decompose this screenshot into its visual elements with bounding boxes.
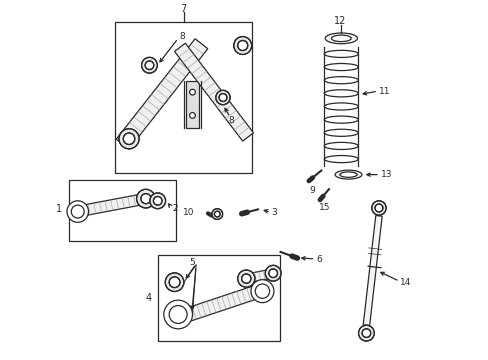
Circle shape — [241, 274, 250, 283]
Circle shape — [67, 201, 88, 222]
Circle shape — [142, 57, 157, 73]
Ellipse shape — [339, 172, 356, 177]
Circle shape — [237, 41, 247, 50]
Polygon shape — [77, 193, 146, 217]
Circle shape — [219, 94, 226, 102]
Text: 5: 5 — [188, 258, 194, 267]
Circle shape — [163, 300, 192, 329]
Circle shape — [149, 193, 165, 209]
Text: 2: 2 — [172, 204, 178, 213]
Text: 14: 14 — [400, 278, 411, 287]
Circle shape — [123, 133, 135, 144]
Bar — [158, 255, 280, 341]
Ellipse shape — [325, 33, 357, 44]
Circle shape — [136, 189, 155, 208]
Text: 12: 12 — [333, 16, 346, 26]
Circle shape — [189, 113, 195, 118]
Polygon shape — [116, 39, 207, 149]
Text: 15: 15 — [318, 203, 329, 212]
Circle shape — [165, 273, 183, 292]
Polygon shape — [174, 43, 253, 141]
Circle shape — [371, 201, 386, 215]
Text: 3: 3 — [271, 208, 277, 217]
Circle shape — [237, 270, 254, 287]
Circle shape — [71, 205, 84, 218]
Circle shape — [145, 61, 153, 69]
Text: 1: 1 — [56, 204, 62, 214]
Circle shape — [265, 265, 281, 281]
Text: 8: 8 — [227, 116, 233, 125]
Text: 13: 13 — [380, 170, 392, 179]
Bar — [185, 81, 199, 128]
Circle shape — [362, 329, 370, 337]
Text: 10: 10 — [183, 208, 194, 217]
Circle shape — [169, 306, 187, 323]
Circle shape — [119, 129, 139, 149]
Circle shape — [374, 204, 382, 212]
Circle shape — [141, 194, 151, 204]
Text: 9: 9 — [309, 185, 315, 194]
Circle shape — [255, 284, 269, 298]
Text: 11: 11 — [378, 87, 390, 96]
Circle shape — [189, 89, 195, 95]
Circle shape — [153, 197, 162, 205]
Text: 8: 8 — [179, 32, 184, 41]
Ellipse shape — [334, 170, 361, 179]
Polygon shape — [363, 216, 382, 325]
Ellipse shape — [331, 35, 350, 41]
Bar — [115, 22, 251, 173]
Polygon shape — [245, 269, 273, 283]
Circle shape — [215, 90, 230, 105]
Circle shape — [214, 211, 220, 217]
Circle shape — [268, 269, 277, 278]
Text: 4: 4 — [145, 293, 152, 303]
Circle shape — [358, 325, 373, 341]
Circle shape — [233, 37, 251, 54]
Bar — [69, 180, 176, 241]
Circle shape — [250, 280, 273, 303]
Circle shape — [169, 277, 180, 288]
Circle shape — [211, 209, 222, 220]
Text: 7: 7 — [180, 4, 186, 14]
Text: 6: 6 — [316, 255, 321, 264]
Polygon shape — [186, 285, 261, 321]
